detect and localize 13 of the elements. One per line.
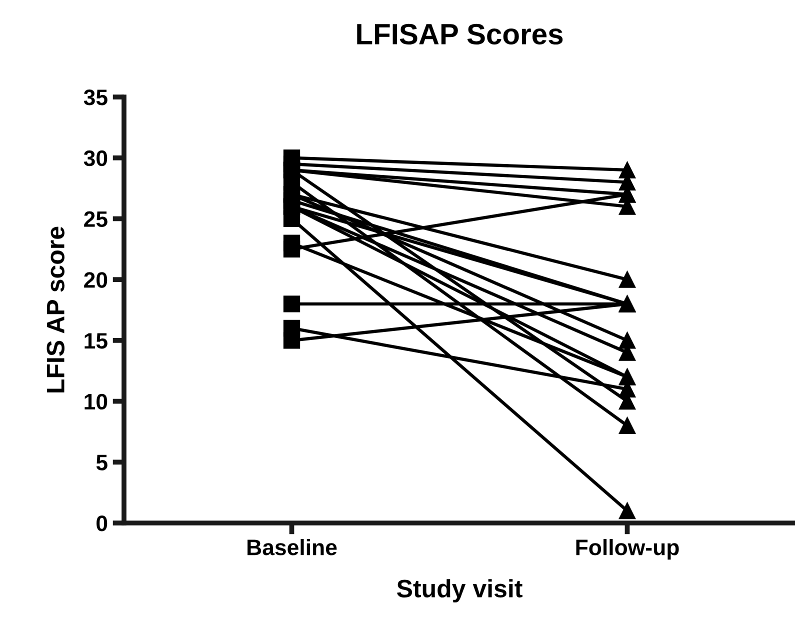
x-tick-label: Follow-up bbox=[576, 538, 679, 560]
y-tick-label: 10 bbox=[84, 394, 108, 410]
chart-title: LFISAP Scores bbox=[357, 24, 563, 45]
y-tick-label: 20 bbox=[84, 272, 108, 288]
y-tick-label: 5 bbox=[96, 454, 108, 470]
y-tick-label: 25 bbox=[84, 211, 108, 227]
x-tick-label: Baseline bbox=[248, 538, 337, 556]
y-tick-label: 0 bbox=[96, 516, 108, 532]
x-axis-title: Study visit bbox=[397, 579, 522, 602]
y-tick-label: 15 bbox=[84, 333, 108, 349]
y-axis-title: LFIS AP score bbox=[46, 226, 64, 392]
y-tick-label: 30 bbox=[84, 150, 108, 166]
y-tick-label: 35 bbox=[84, 90, 108, 106]
